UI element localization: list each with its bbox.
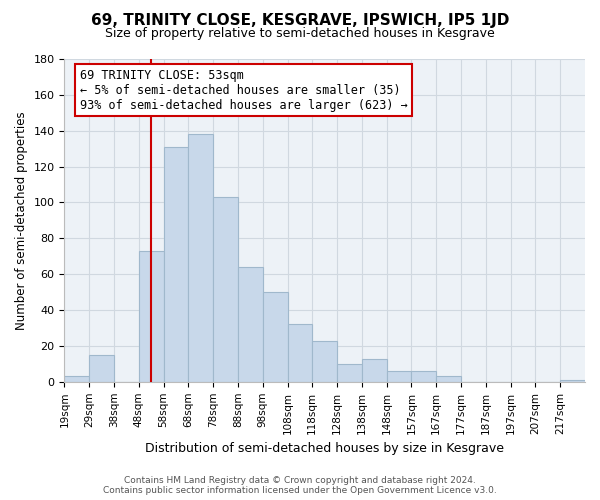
- Bar: [412, 371, 436, 382]
- Text: 69, TRINITY CLOSE, KESGRAVE, IPSWICH, IP5 1JD: 69, TRINITY CLOSE, KESGRAVE, IPSWICH, IP…: [91, 12, 509, 28]
- Bar: [139, 251, 164, 382]
- Bar: [337, 364, 362, 382]
- Bar: [164, 147, 188, 382]
- Bar: [436, 376, 461, 382]
- Bar: [560, 380, 585, 382]
- Bar: [89, 355, 114, 382]
- Bar: [64, 376, 89, 382]
- Bar: [263, 292, 287, 382]
- Bar: [386, 371, 412, 382]
- Text: Size of property relative to semi-detached houses in Kesgrave: Size of property relative to semi-detach…: [105, 28, 495, 40]
- Bar: [362, 358, 386, 382]
- Bar: [213, 197, 238, 382]
- X-axis label: Distribution of semi-detached houses by size in Kesgrave: Distribution of semi-detached houses by …: [145, 442, 504, 455]
- Bar: [287, 324, 313, 382]
- Text: Contains HM Land Registry data © Crown copyright and database right 2024.
Contai: Contains HM Land Registry data © Crown c…: [103, 476, 497, 495]
- Bar: [238, 267, 263, 382]
- Bar: [188, 134, 213, 382]
- Text: 69 TRINITY CLOSE: 53sqm
← 5% of semi-detached houses are smaller (35)
93% of sem: 69 TRINITY CLOSE: 53sqm ← 5% of semi-det…: [80, 68, 408, 112]
- Y-axis label: Number of semi-detached properties: Number of semi-detached properties: [15, 111, 28, 330]
- Bar: [313, 340, 337, 382]
